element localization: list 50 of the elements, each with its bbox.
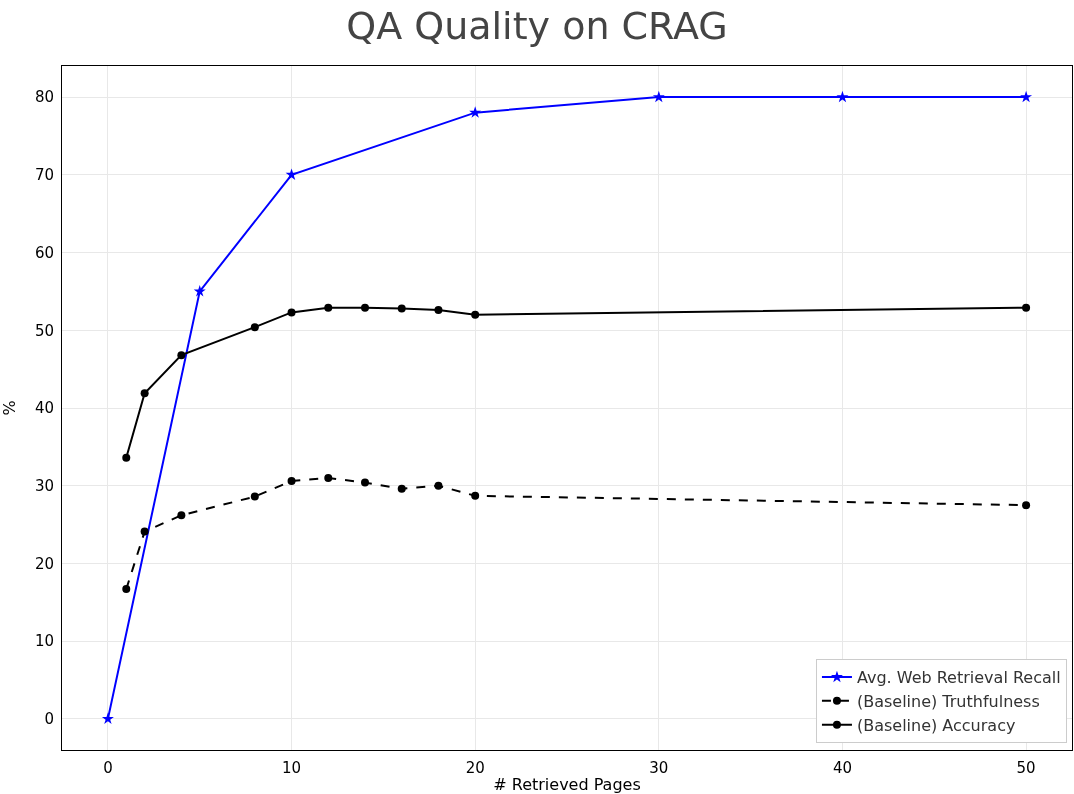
y-tick-label: 80 — [34, 88, 54, 107]
point — [836, 90, 849, 103]
point — [287, 477, 296, 486]
y-tick-label: 50 — [34, 321, 54, 340]
point — [101, 712, 114, 725]
point — [287, 308, 296, 317]
point — [469, 106, 482, 118]
point — [1022, 501, 1031, 510]
point — [1020, 90, 1033, 103]
point — [1022, 303, 1031, 312]
point — [361, 478, 369, 487]
point — [324, 473, 333, 482]
point — [434, 306, 443, 315]
y-tick-label: 10 — [34, 632, 54, 651]
x-tick-label: 0 — [103, 759, 113, 777]
point — [652, 90, 665, 103]
x-tick-label: 30 — [649, 759, 669, 777]
point — [140, 389, 149, 398]
legend-label: (Baseline) Accuracy — [856, 715, 1016, 735]
x-tick-label: 20 — [465, 759, 485, 777]
x-axis-title: # Retrieved Pages — [493, 774, 641, 794]
point — [122, 585, 131, 594]
point — [250, 492, 259, 501]
y-tick-label: 0 — [44, 710, 54, 729]
y-tick-label: 70 — [34, 166, 54, 185]
legend-label: Avg. Web Retrieval Recall — [856, 668, 1061, 688]
point — [471, 310, 480, 319]
point — [434, 481, 443, 490]
y-tick-label: 30 — [34, 476, 54, 495]
x-tick-label: 40 — [832, 759, 852, 777]
point — [324, 303, 333, 312]
y-tick-label: 40 — [34, 399, 54, 418]
point — [177, 351, 186, 360]
point — [397, 484, 406, 493]
point — [397, 304, 406, 313]
point — [361, 303, 369, 312]
point — [140, 527, 149, 536]
chart-title: QA Quality on CRAG — [346, 3, 728, 48]
x-tick-label: 50 — [1016, 759, 1036, 777]
y-tick-label: 60 — [34, 243, 54, 262]
point — [122, 453, 131, 462]
point — [471, 491, 480, 500]
point — [285, 168, 298, 180]
x-tick-label: 10 — [282, 759, 302, 777]
point — [250, 323, 259, 332]
point — [193, 285, 206, 297]
point — [177, 511, 186, 520]
legend-label: (Baseline) Truthfulness — [856, 692, 1040, 712]
y-tick-label: 20 — [34, 554, 54, 573]
y-axis-title: % — [0, 400, 19, 416]
